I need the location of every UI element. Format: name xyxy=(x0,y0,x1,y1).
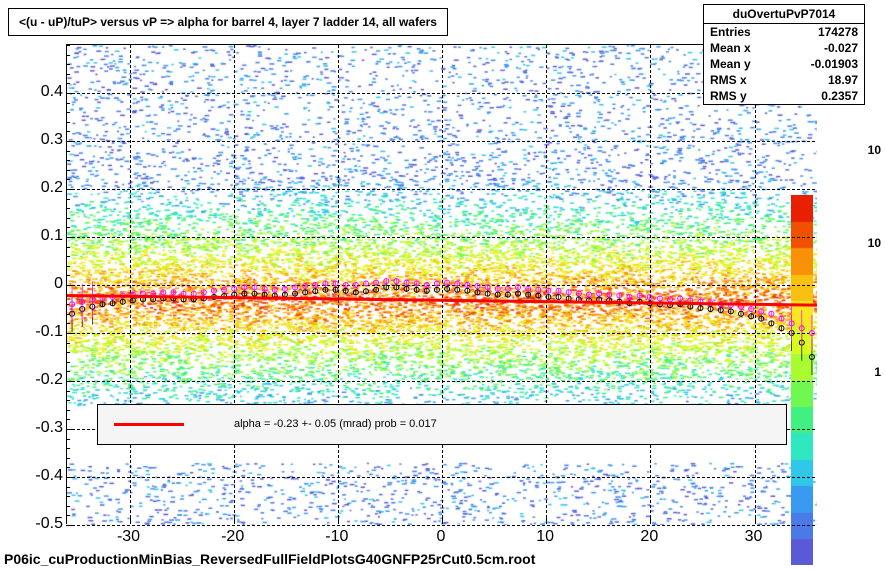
y-axis-tick-label: 0.1 xyxy=(13,227,63,245)
grid-line-vertical xyxy=(338,45,339,523)
x-axis-tick-label: 0 xyxy=(437,528,446,546)
legend-text: alpha = -0.23 +- 0.05 (mrad) prob = 0.01… xyxy=(234,418,437,430)
grid-line-horizontal xyxy=(67,525,815,526)
stats-meanx-value: -0.027 xyxy=(824,41,858,55)
x-axis-tick-label: 30 xyxy=(745,528,763,546)
y-axis-tick-label: -0.4 xyxy=(13,467,63,485)
grid-line-vertical xyxy=(650,45,651,523)
x-axis-tick-label: -10 xyxy=(325,528,348,546)
x-axis-tick-label: 20 xyxy=(640,528,658,546)
y-axis-tick-label: -0.2 xyxy=(13,371,63,389)
y-axis-tick-label: -0.1 xyxy=(13,323,63,341)
z-axis-tick-label: 1 xyxy=(874,365,881,379)
grid-line-horizontal xyxy=(67,381,815,382)
y-axis-tick-label: 0.2 xyxy=(13,179,63,197)
y-axis-tick-label: 0.4 xyxy=(13,83,63,101)
grid-line-vertical xyxy=(755,45,756,523)
stats-entries-row: Entries 174278 xyxy=(704,24,864,40)
grid-line-horizontal xyxy=(67,237,815,238)
stats-rmsy-label: RMS y xyxy=(710,89,747,103)
grid-line-horizontal xyxy=(67,141,815,142)
y-axis-tick-label: -0.5 xyxy=(13,515,63,533)
stats-rmsy-row: RMS y 0.2357 xyxy=(704,88,864,104)
stats-rmsy-value: 0.2357 xyxy=(821,89,858,103)
grid-line-horizontal xyxy=(67,285,815,286)
stats-rmsx-value: 18.97 xyxy=(828,73,858,87)
stats-box: duOvertuPvP7014 Entries 174278 Mean x -0… xyxy=(703,4,865,105)
stats-rmsx-row: RMS x 18.97 xyxy=(704,72,864,88)
legend-line-sample xyxy=(114,423,184,426)
legend-box: alpha = -0.23 +- 0.05 (mrad) prob = 0.01… xyxy=(97,404,787,445)
plot-area: alpha = -0.23 +- 0.05 (mrad) prob = 0.01… xyxy=(66,44,816,524)
stats-rmsx-label: RMS x xyxy=(710,73,747,87)
grid-line-vertical xyxy=(442,45,443,523)
x-axis-tick-label: -30 xyxy=(117,528,140,546)
y-axis-tick-label: 0 xyxy=(13,275,63,293)
chart-title: <(u - uP)/tuP> versus vP => alpha for ba… xyxy=(19,15,437,29)
grid-line-vertical xyxy=(234,45,235,523)
x-axis-tick-label: 10 xyxy=(536,528,554,546)
colorbar xyxy=(791,195,813,565)
file-name-label: P06ic_cuProductionMinBias_ReversedFullFi… xyxy=(4,551,535,567)
colorbar-canvas xyxy=(791,195,813,565)
z-axis-tick-label: 10 xyxy=(868,143,881,157)
grid-line-horizontal xyxy=(67,477,815,478)
stats-meany-row: Mean y -0.01903 xyxy=(704,56,864,72)
y-axis-tick-label: 0.3 xyxy=(13,131,63,149)
stats-entries-value: 174278 xyxy=(818,25,858,39)
stats-meany-label: Mean y xyxy=(710,57,751,71)
x-axis-tick-label: -20 xyxy=(221,528,244,546)
stats-meany-value: -0.01903 xyxy=(811,57,858,71)
stats-meanx-row: Mean x -0.027 xyxy=(704,40,864,56)
grid-line-horizontal xyxy=(67,189,815,190)
chart-title-box: <(u - uP)/tuP> versus vP => alpha for ba… xyxy=(8,8,448,36)
grid-line-horizontal xyxy=(67,333,815,334)
z-axis-tick-label: 10 xyxy=(868,236,881,250)
grid-line-vertical xyxy=(130,45,131,523)
grid-line-vertical xyxy=(546,45,547,523)
stats-meanx-label: Mean x xyxy=(710,41,751,55)
y-axis-tick-label: -0.3 xyxy=(13,419,63,437)
stats-histogram-name: duOvertuPvP7014 xyxy=(704,5,864,24)
stats-entries-label: Entries xyxy=(710,25,751,39)
